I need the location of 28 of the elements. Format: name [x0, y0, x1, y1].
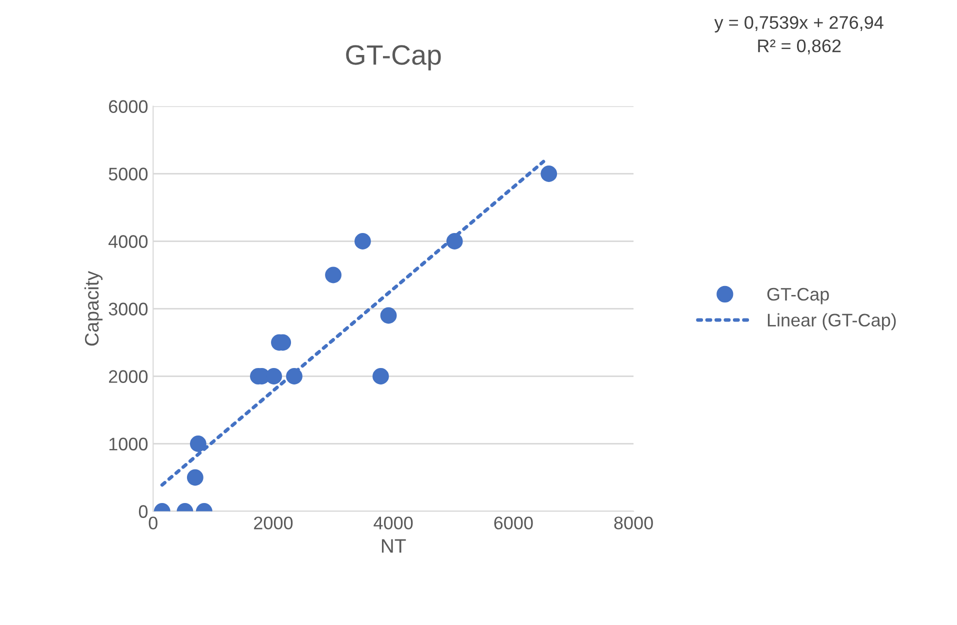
point	[286, 368, 302, 384]
x-tick-label: 2000	[254, 516, 293, 530]
point	[380, 307, 397, 324]
point	[266, 368, 282, 384]
y-tick-label: 6000	[109, 100, 148, 113]
point	[446, 233, 463, 250]
point	[540, 166, 558, 182]
y-tick-label: 1000	[109, 438, 148, 450]
y-tick-label: 3000	[108, 302, 148, 316]
y-tick-label: 0	[138, 505, 148, 518]
point	[190, 436, 206, 452]
x-tick-label: 4000	[374, 516, 413, 530]
x-tick-label: 6000	[494, 516, 533, 530]
y-axis-title: Capacity	[84, 270, 103, 346]
legend-label: Linear (GT-Cap)	[768, 313, 896, 330]
y-tick-label: 4000	[108, 235, 148, 248]
x-axis-title: NT	[382, 539, 406, 553]
y-tick-label: 2000	[109, 370, 148, 383]
x-tick-label: 0	[148, 516, 158, 530]
point	[186, 469, 204, 486]
text: y = 0,7539x + 276,94 R² = 0,862	[714, 16, 884, 54]
x-tick-label: 8000	[614, 516, 653, 530]
chart-title: GT-Cap	[346, 45, 441, 70]
y-tick-label: 5000	[108, 168, 148, 180]
point	[354, 233, 371, 250]
legend-label: GT-Cap	[767, 288, 829, 304]
point	[325, 266, 342, 284]
point	[372, 368, 389, 384]
